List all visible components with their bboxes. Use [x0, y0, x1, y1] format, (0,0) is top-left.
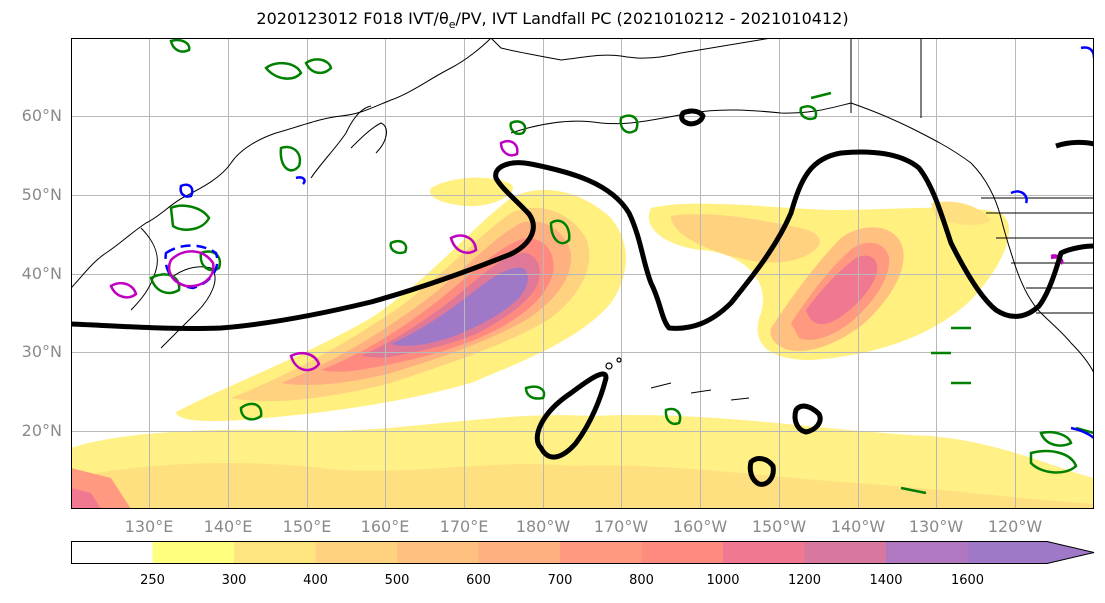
pv-contours — [149, 38, 1094, 495]
map-panel — [71, 38, 1094, 509]
lat-label-40n: 40°N — [21, 264, 62, 283]
lon-label-160w: 160°W — [672, 517, 728, 536]
colorbar-segment-5 — [478, 541, 561, 564]
colorbar-tick-300: 300 — [221, 573, 247, 588]
colorbar-tick-400: 400 — [303, 573, 328, 588]
colorbar-segment-3 — [315, 541, 398, 564]
figure-title: 2020123012 F018 IVT/θe/PV, IVT Landfall … — [256, 9, 849, 32]
colorbar-tick-250: 250 — [140, 573, 165, 588]
lat-label-30n: 30°N — [21, 342, 62, 361]
colorbar-tick-1400: 1400 — [869, 573, 903, 588]
colorbar-segments — [71, 541, 1094, 564]
lat-label-50n: 50°N — [21, 185, 62, 204]
colorbar-segment-9 — [804, 541, 887, 564]
lon-label-120w: 120°W — [987, 517, 1043, 536]
colorbar-tick-1000: 1000 — [706, 573, 740, 588]
lon-label-130w: 130°W — [908, 517, 964, 536]
lon-label-140w: 140°W — [830, 517, 886, 536]
colorbar-segment-1 — [152, 541, 235, 564]
lon-label-150w: 150°W — [751, 517, 807, 536]
colorbar-segment-10 — [886, 541, 969, 564]
colorbar-segment-7 — [641, 541, 724, 564]
ivt-landfall-pc-contour — [71, 108, 1094, 487]
colorbar — [71, 541, 1095, 564]
ivt-tropical-band — [71, 414, 1094, 509]
theta-e-contours-magenta — [109, 139, 1064, 372]
colorbar-segment-6 — [560, 541, 643, 564]
colorbar-tick-600: 600 — [466, 573, 491, 588]
colorbar-tick-500: 500 — [384, 573, 410, 588]
colorbar-segment-2 — [234, 541, 317, 564]
lat-label-20n: 20°N — [21, 421, 62, 440]
colorbar-segment-0 — [71, 541, 154, 564]
ivt-western-plume — [176, 177, 626, 422]
lon-label-150e: 150°E — [282, 517, 332, 536]
colorbar-segment-4 — [397, 541, 480, 564]
small-black-circles — [605, 357, 622, 370]
lat-lon-grid — [71, 38, 1094, 509]
colorbar-tick-1200: 1200 — [787, 573, 822, 588]
colorbar-segment-8 — [723, 541, 806, 564]
colorbar-tick-800: 800 — [629, 573, 654, 588]
lon-label-170w: 170°W — [593, 517, 649, 536]
colorbar-segment-11 — [967, 541, 1094, 564]
lon-label-170e: 170°E — [439, 517, 489, 536]
lat-label-60n: 60°N — [21, 106, 62, 125]
lon-label-130e: 130°E — [124, 517, 174, 536]
colorbar-tick-700: 700 — [547, 573, 573, 588]
lon-label-140e: 140°E — [203, 517, 253, 536]
lon-label-180w: 180°W — [515, 517, 571, 536]
lon-label-160e: 160°E — [360, 517, 410, 536]
colorbar-tick-1600: 1600 — [950, 573, 985, 588]
